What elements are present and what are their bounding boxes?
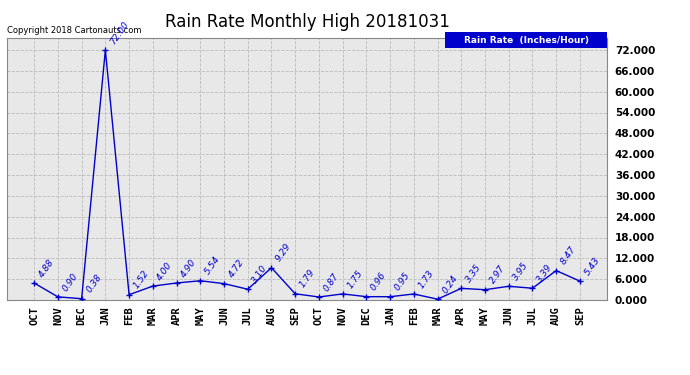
Text: 5.43: 5.43	[582, 255, 602, 277]
Text: 2.97: 2.97	[488, 264, 506, 285]
Text: 5.54: 5.54	[203, 255, 222, 277]
Text: 3.95: 3.95	[511, 261, 531, 282]
Text: 1.73: 1.73	[417, 268, 435, 290]
Text: 0.90: 0.90	[61, 271, 79, 293]
Text: 0.95: 0.95	[393, 271, 412, 292]
Text: 0.87: 0.87	[322, 271, 341, 293]
Text: Copyright 2018 Cartonauts.com: Copyright 2018 Cartonauts.com	[7, 26, 141, 35]
Text: 9.29: 9.29	[274, 242, 293, 264]
Text: 3.35: 3.35	[464, 262, 483, 284]
Text: 4.72: 4.72	[227, 258, 246, 279]
Text: 0.24: 0.24	[440, 273, 460, 295]
Text: 3.10: 3.10	[250, 263, 269, 285]
Text: 4.90: 4.90	[179, 257, 198, 279]
Text: 1.79: 1.79	[298, 268, 317, 290]
Text: 3.39: 3.39	[535, 262, 554, 284]
Text: 0.38: 0.38	[84, 273, 103, 294]
Text: 1.52: 1.52	[132, 269, 151, 291]
Text: 4.00: 4.00	[156, 260, 175, 282]
Title: Rain Rate Monthly High 20181031: Rain Rate Monthly High 20181031	[165, 13, 449, 31]
Text: 1.75: 1.75	[346, 268, 364, 290]
Text: 72.00: 72.00	[108, 20, 130, 46]
Text: 4.88: 4.88	[37, 257, 56, 279]
Text: 0.96: 0.96	[369, 271, 388, 292]
Text: 8.47: 8.47	[559, 245, 578, 266]
